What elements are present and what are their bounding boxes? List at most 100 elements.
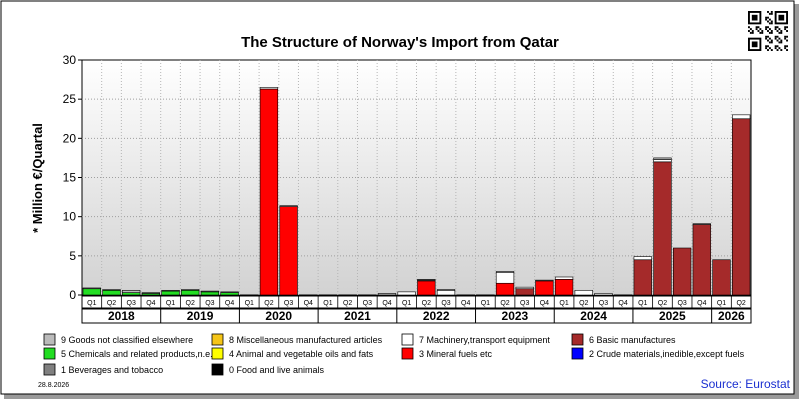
qr-module [761,30,764,32]
year-label: 2026 [718,309,745,323]
quarter-label: Q1 [166,300,175,307]
date-stamp: 28.8.2026 [38,382,69,389]
quarter-label: Q2 [343,300,352,307]
bar-segment [220,291,239,293]
qr-module [748,26,750,29]
bar-segment [535,279,554,282]
year-label: 2023 [502,309,529,323]
quarter-label: Q1 [87,300,96,307]
quarter-label: Q4 [461,300,470,307]
bar-segment [82,288,101,296]
qr-module [784,37,787,40]
qr-module [767,20,769,23]
bar-segment [554,276,574,280]
bar-segment [495,271,515,273]
qr-module [780,30,783,32]
qr-module [776,26,779,29]
qr-module [757,26,760,29]
qr-module [770,31,773,34]
quarter-label: Q4 [225,300,234,307]
qr-finder-core [751,41,758,48]
qr-module [778,28,781,31]
year-axis: 2018 2019 2020 2021 2022 2023 2024 2025 2026 [81,308,752,324]
quarter-label: Q4 [382,300,391,307]
bar-segment [653,161,672,296]
qr-module [768,47,771,50]
quarter-label: Q1 [245,300,254,307]
bar-segment [417,279,436,281]
qr-module [780,49,783,51]
qr-module [765,18,768,21]
bar-segment [200,291,220,296]
bar-segment [495,282,515,296]
qr-module [767,11,769,13]
bar-segment [712,259,731,296]
bar-segment [82,287,101,290]
qr-code-icon [748,11,788,51]
bar-segment [594,293,613,296]
qr-module [770,30,773,32]
qr-module [765,47,768,50]
qr-module [774,28,777,31]
bar-segment [161,289,180,292]
legend-swatch [211,347,224,360]
qr-module [770,39,773,42]
bar-segment [161,290,180,296]
quarter-label: Q2 [736,300,745,307]
qr-module [749,28,752,31]
legend-swatch [211,333,224,346]
bar-segment [692,223,711,225]
qr-module [786,49,788,51]
y-tick-label: 0 [69,288,76,302]
quarter-axis: Q1 Q2 Q3 Q4 Q1 Q2 Q3 Q4 Q1 Q2 Q3 Q4 Q1 Q2 Q3 Q4 Q1 Q2 Q3 Q4… [81,295,752,309]
legend-swatch [571,333,584,346]
bar-segment [495,271,515,284]
qr-module [774,26,777,29]
y-tick-label: 30 [63,53,77,67]
legend-swatch [43,347,56,360]
y-tick-label: 15 [63,171,77,185]
legend-label: 0 Food and live animals [229,365,325,375]
quarter-label: Q2 [264,300,273,307]
qr-module [759,28,762,31]
qr-module [768,18,771,21]
quarter-label: Q2 [500,300,509,307]
y-tick-label: 20 [63,131,77,145]
bar-segment [535,280,554,296]
legend-label: 8 Miscellaneous manufactured articles [229,335,383,345]
qr-module [774,47,777,50]
qr-module [778,41,781,44]
qr-module [757,30,760,32]
qr-module [770,41,773,44]
bar-segment [692,224,711,296]
bar-segment [397,291,416,296]
legend-label: 3 Mineral fuels etc [419,349,493,359]
bar-segment [574,289,593,296]
bar-segment [436,289,456,291]
qr-module [770,12,773,15]
qr-module [749,31,752,34]
bar-segment [102,289,121,296]
year-label: 2018 [108,309,135,323]
qr-module [768,12,771,15]
legend-label: 9 Goods not classified elsewhere [61,335,193,345]
qr-module [784,35,787,38]
qr-finder-core [778,14,785,21]
bar-segment [122,289,141,293]
qr-module [768,41,771,44]
bar-segment [515,288,534,296]
qr-module [786,45,788,48]
bar-segment [633,256,652,261]
bar-segment [279,205,298,207]
bar-segment [732,118,751,296]
bar-segment [200,290,220,293]
year-label: 2024 [580,309,607,323]
quarter-label: Q3 [677,300,686,307]
legend-swatch [43,363,56,376]
qr-module [776,49,779,51]
chart-title: The Structure of Norway's Import from Qa… [241,34,559,51]
bar-segment [377,293,397,296]
qr-module [778,31,781,34]
qr-module [776,30,779,32]
